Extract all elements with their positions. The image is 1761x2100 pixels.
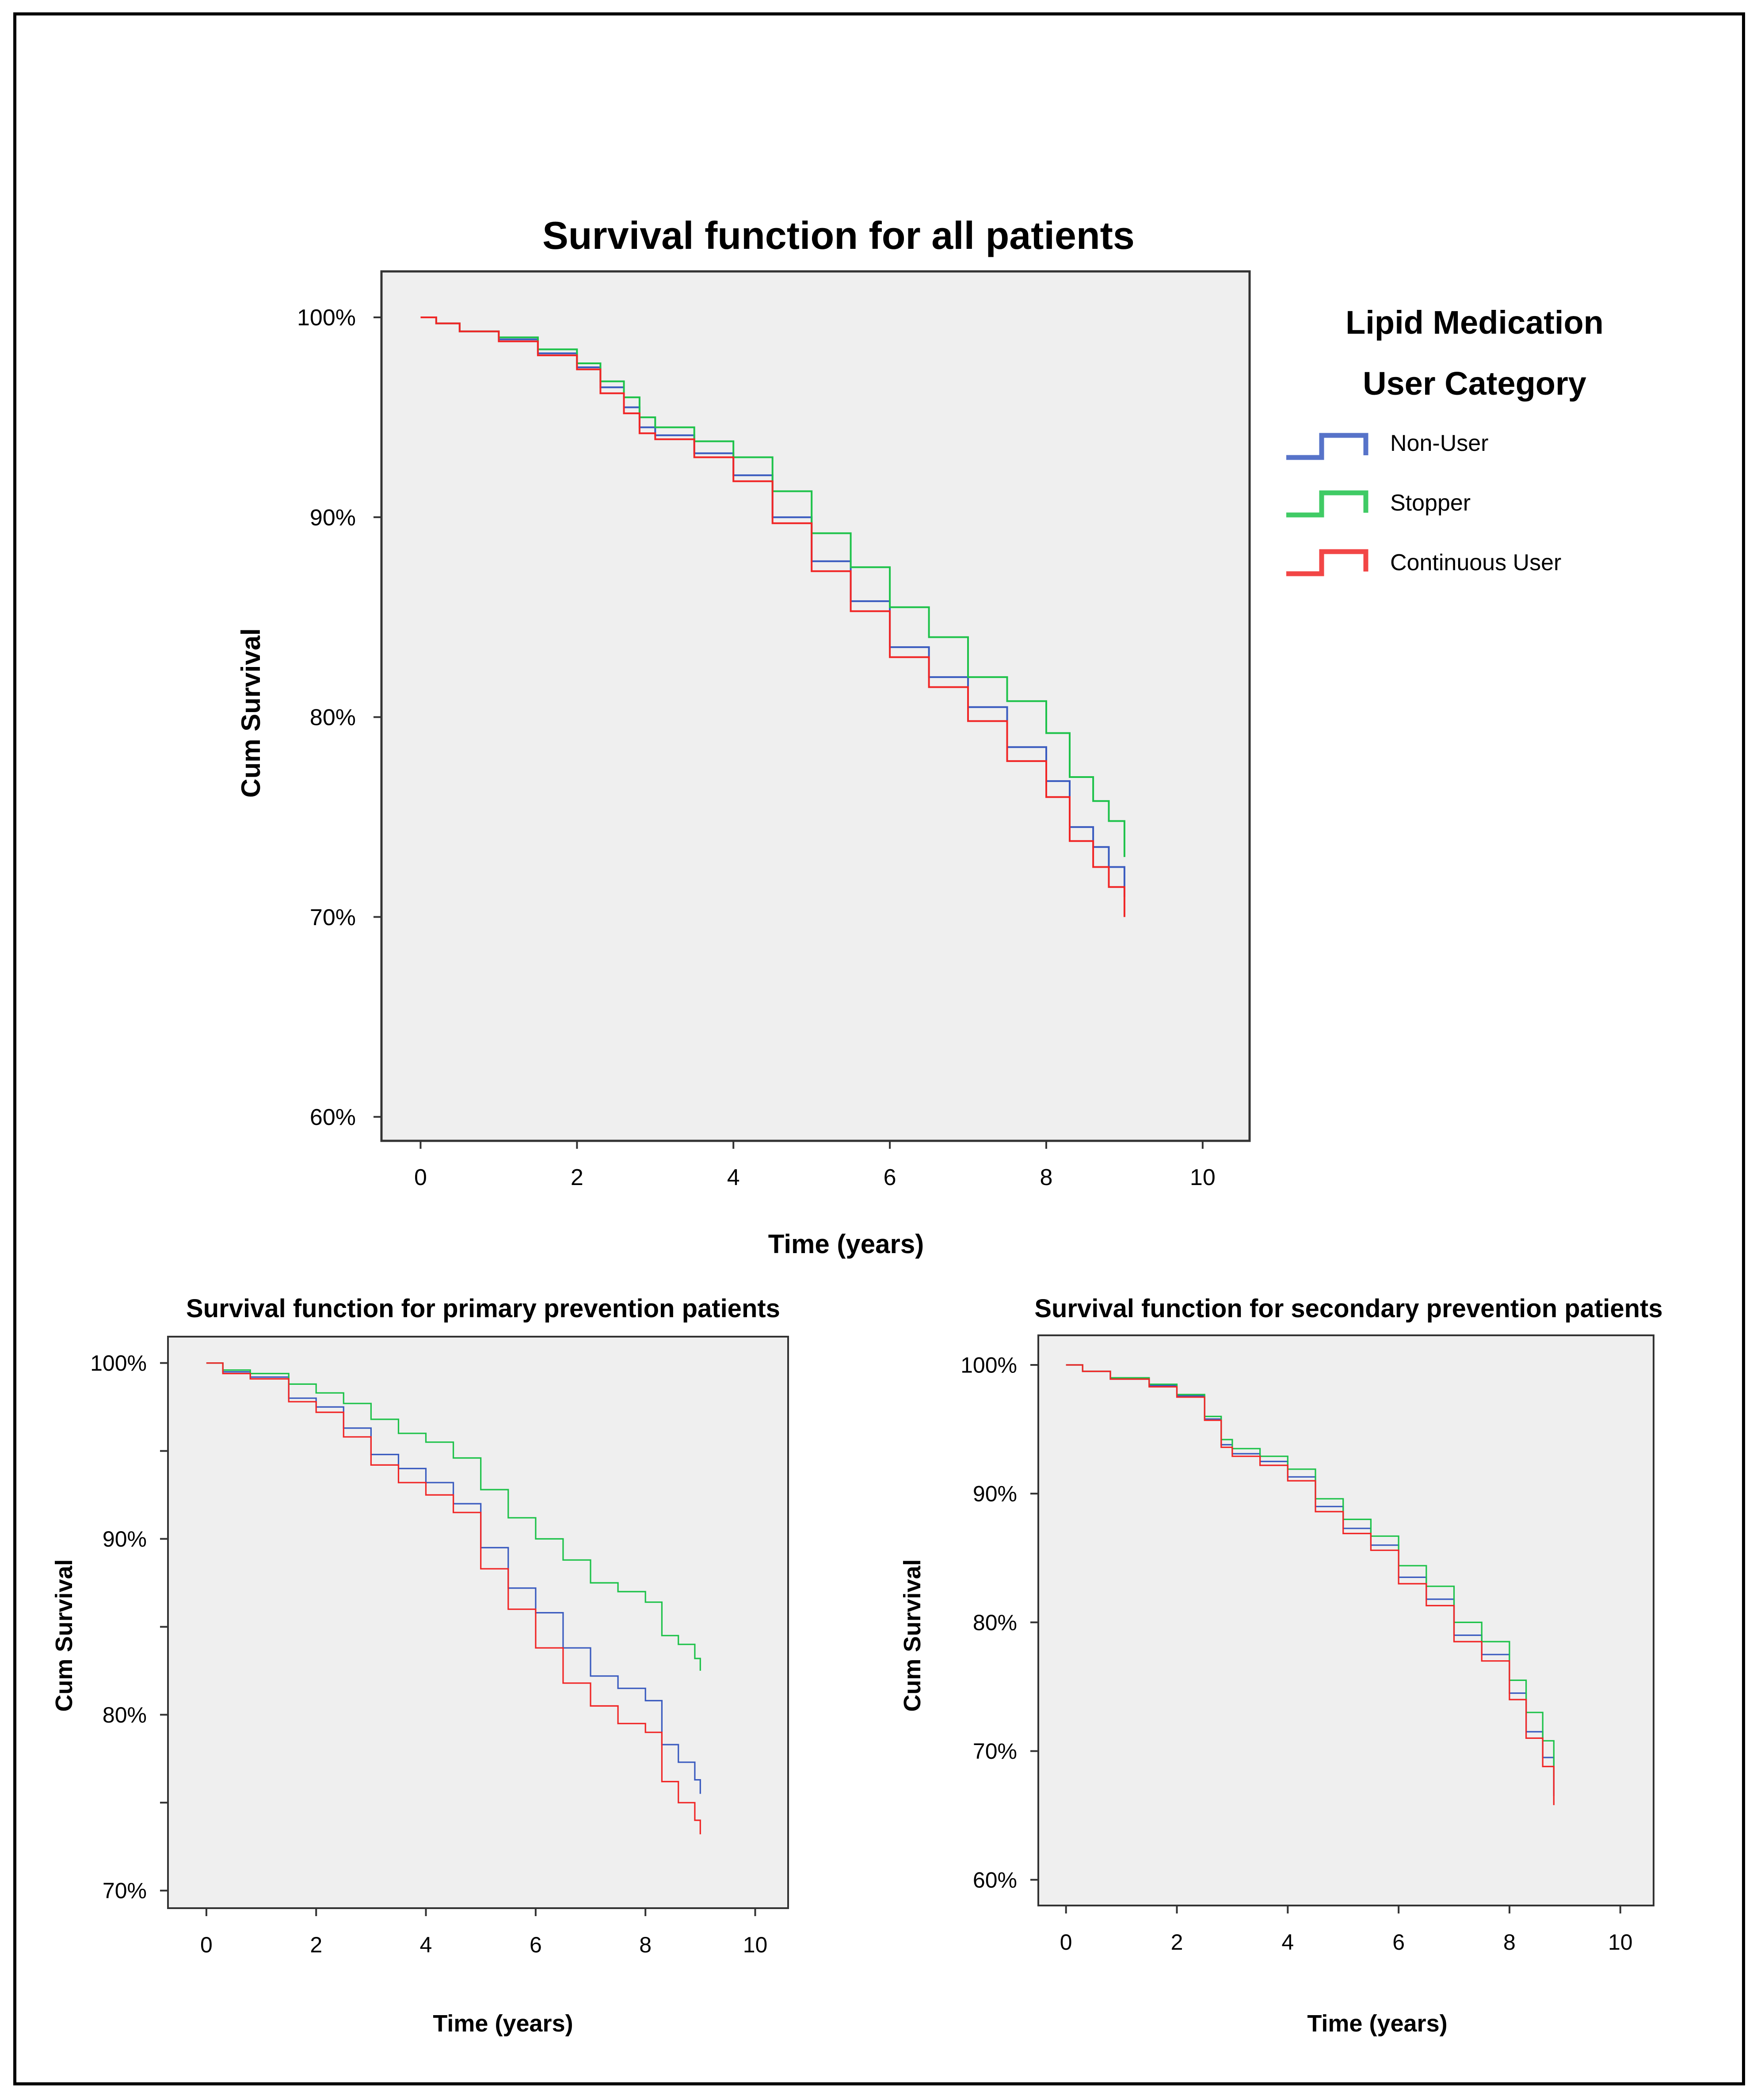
y-axis: 70% 80% 90% 100%	[90, 1351, 168, 1903]
legend-swatch-continuous-user	[1286, 549, 1368, 576]
y-tick-label: 70%	[310, 905, 356, 930]
legend: Lipid Medication User Category Non-User …	[1286, 304, 1604, 576]
y-axis-label: Cum Survival	[51, 1559, 77, 1711]
series-line-continuous-user	[1066, 1364, 1555, 1805]
x-tick-label: 10	[1190, 1165, 1216, 1190]
chart-primary-prevention: Survival function for primary prevention…	[51, 1294, 789, 2037]
x-axis: 0 2 4 6 8 10	[1060, 1906, 1633, 1955]
x-tick-label: 6	[884, 1165, 896, 1190]
x-axis-label: Time (years)	[433, 2010, 573, 2037]
series-group	[206, 1362, 701, 1834]
y-tick-label: 60%	[973, 1868, 1017, 1892]
series-group	[420, 316, 1125, 917]
series-line-continuous-user	[420, 316, 1125, 917]
x-axis: 0 2 4 6 8 10	[414, 1141, 1216, 1190]
legend-swatch-non-user	[1286, 433, 1368, 460]
x-tick-label: 2	[1171, 1930, 1183, 1955]
legend-label-continuous-user: Continuous User	[1390, 550, 1561, 575]
legend-title-line1: Lipid Medication	[1346, 304, 1604, 341]
series-line-continuous-user	[206, 1362, 701, 1834]
x-tick-label: 0	[414, 1165, 427, 1190]
x-tick-label: 10	[743, 1932, 768, 1957]
figure-frame	[13, 12, 1745, 2085]
x-tick-label: 8	[1040, 1165, 1053, 1190]
x-tick-label: 8	[1503, 1930, 1516, 1955]
plot-area	[167, 1336, 789, 1909]
y-tick-label: 100%	[90, 1351, 147, 1376]
y-tick-label: 70%	[973, 1739, 1017, 1764]
y-tick-label: 90%	[310, 505, 356, 530]
chart-title: Survival function for all patients	[542, 213, 1135, 257]
x-tick-label: 0	[1060, 1930, 1072, 1955]
x-tick-label: 6	[1392, 1930, 1405, 1955]
y-axis-label: Cum Survival	[899, 1559, 926, 1711]
series-group	[1066, 1364, 1555, 1805]
y-tick-label: 80%	[973, 1610, 1017, 1635]
y-axis: 60% 70% 80% 90% 100%	[961, 1353, 1038, 1892]
y-tick-label: 70%	[103, 1879, 147, 1903]
y-tick-label: 60%	[310, 1105, 356, 1130]
x-axis: 0 2 4 6 8 10	[200, 1908, 767, 1957]
x-tick-label: 4	[420, 1932, 432, 1957]
x-axis-label: Time (years)	[768, 1229, 924, 1259]
y-tick-label: 100%	[961, 1353, 1017, 1377]
legend-swatch-stopper	[1286, 490, 1368, 518]
x-tick-label: 4	[727, 1165, 740, 1190]
legend-item-non-user: Non-User	[1286, 431, 1489, 460]
x-tick-label: 2	[571, 1165, 583, 1190]
y-tick-label: 90%	[103, 1527, 147, 1551]
legend-item-continuous-user: Continuous User	[1286, 549, 1561, 576]
legend-title-line2: User Category	[1363, 365, 1586, 402]
chart-all-patients: Survival function for all patients 60% 70…	[236, 213, 1251, 1259]
chart-title: Survival function for primary prevention…	[186, 1294, 780, 1323]
legend-label-stopper: Stopper	[1390, 490, 1471, 516]
x-axis-label: Time (years)	[1307, 2010, 1447, 2037]
x-tick-label: 2	[310, 1932, 322, 1957]
chart-title: Survival function for secondary preventi…	[1034, 1294, 1662, 1323]
series-line-stopper	[206, 1362, 701, 1671]
y-axis: 60% 70% 80% 90% 100%	[297, 305, 381, 1130]
chart-secondary-prevention: Survival function for secondary preventi…	[899, 1294, 1663, 2037]
y-tick-label: 90%	[973, 1482, 1017, 1506]
y-tick-label: 80%	[310, 705, 356, 731]
y-tick-label: 80%	[103, 1703, 147, 1727]
legend-item-stopper: Stopper	[1286, 490, 1471, 518]
x-tick-label: 10	[1608, 1930, 1633, 1955]
x-tick-label: 8	[639, 1932, 652, 1957]
x-tick-label: 4	[1281, 1930, 1294, 1955]
x-tick-label: 6	[530, 1932, 542, 1957]
plot-area	[1037, 1334, 1654, 1906]
plot-area	[380, 270, 1251, 1142]
legend-label-non-user: Non-User	[1390, 431, 1489, 456]
y-tick-label: 100%	[297, 305, 356, 331]
x-tick-label: 0	[200, 1932, 213, 1957]
y-axis-label: Cum Survival	[236, 628, 266, 797]
